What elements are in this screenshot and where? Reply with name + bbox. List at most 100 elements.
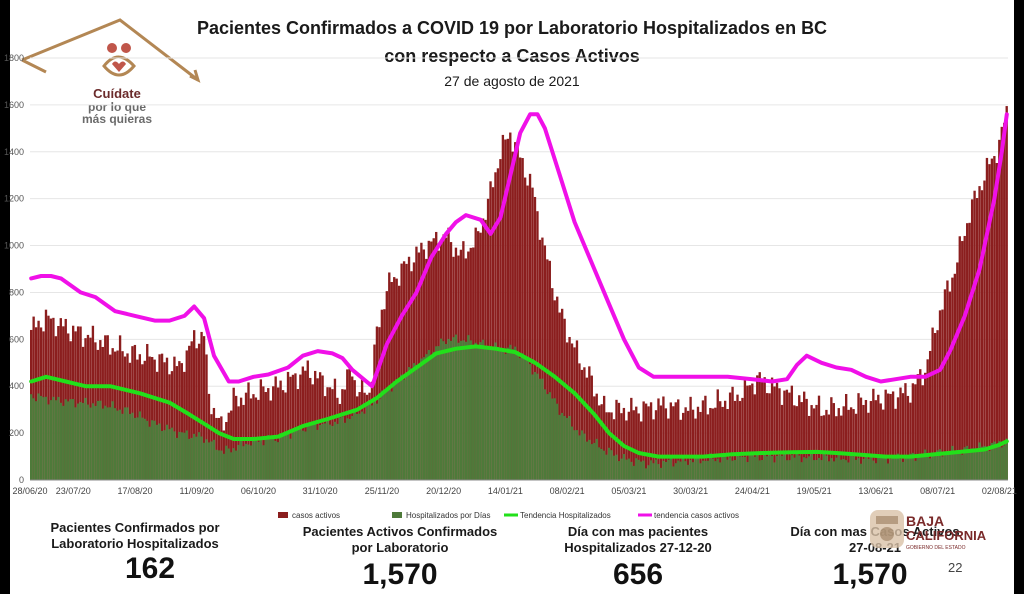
x-tick-label: 25/11/20 bbox=[365, 486, 399, 496]
bar-hospitalizados bbox=[286, 432, 290, 480]
bar-casos-activos bbox=[961, 241, 964, 480]
y-tick-label: 1800 bbox=[4, 53, 24, 63]
cuidate-logo: Cuídate por lo que más quieras bbox=[21, 18, 201, 126]
bar-hospitalizados bbox=[765, 456, 769, 480]
chart-subtitle: con respecto a Casos Activos bbox=[384, 46, 640, 66]
bar-hospitalizados bbox=[331, 425, 334, 480]
y-tick-label: 200 bbox=[9, 428, 24, 438]
bar-hospitalizados bbox=[311, 422, 314, 480]
bar-casos-activos bbox=[684, 407, 687, 480]
bar-hospitalizados bbox=[810, 452, 813, 480]
bar-casos-activos bbox=[926, 359, 929, 480]
bar-casos-activos bbox=[610, 412, 613, 480]
legend-label: tendencia casos activos bbox=[654, 511, 739, 520]
bar-casos-activos bbox=[704, 395, 707, 480]
bar-hospitalizados bbox=[34, 401, 38, 480]
bar-casos-activos bbox=[743, 377, 747, 480]
bar-hospitalizados bbox=[316, 429, 319, 480]
bar-hospitalizados bbox=[195, 436, 198, 480]
bar-casos-activos bbox=[612, 419, 616, 480]
bar-hospitalizados bbox=[155, 424, 159, 480]
legend-swatch bbox=[392, 512, 402, 518]
bar-casos-activos bbox=[805, 398, 808, 480]
bar-hospitalizados bbox=[748, 454, 752, 480]
bar-hospitalizados bbox=[190, 437, 193, 480]
bar-hospitalizados bbox=[635, 458, 638, 480]
bar-hospitalizados bbox=[136, 417, 139, 480]
bar-casos-activos bbox=[773, 386, 776, 480]
bar-casos-activos bbox=[151, 356, 154, 480]
stat-label-activos: Pacientes Activos Confirmados por Labora… bbox=[302, 524, 498, 555]
bar-hospitalizados bbox=[252, 436, 255, 480]
bar-hospitalizados bbox=[314, 422, 317, 480]
bar-hospitalizados bbox=[84, 397, 87, 480]
bar-casos-activos bbox=[519, 157, 522, 481]
bar-hospitalizados bbox=[200, 436, 203, 480]
bar-hospitalizados bbox=[815, 459, 818, 480]
logo-right-line2: CALIFORNIA bbox=[906, 528, 987, 543]
bar-casos-activos bbox=[714, 407, 717, 480]
x-tick-label: 19/05/21 bbox=[797, 486, 832, 496]
bar-hospitalizados bbox=[941, 456, 944, 480]
x-tick-label: 17/08/20 bbox=[117, 486, 152, 496]
line-tendencia-hospitalizados bbox=[29, 344, 1009, 459]
bar-hospitalizados bbox=[840, 459, 843, 480]
x-axis-ticks: 28/06/20 23/07/20 17/08/20 11/09/20 06/10/20… bbox=[12, 479, 1017, 496]
bar-hospitalizados bbox=[242, 446, 245, 480]
bar-casos-activos bbox=[259, 379, 263, 480]
legend: casos activos Hospitalizados por Días Tend… bbox=[278, 511, 739, 520]
bar-hospitalizados bbox=[52, 396, 55, 480]
y-tick-label: 1600 bbox=[4, 100, 24, 110]
bar-hospitalizados bbox=[210, 441, 213, 480]
x-tick-label: 14/01/21 bbox=[488, 486, 523, 496]
bar-hospitalizados bbox=[42, 397, 45, 480]
bar-casos-activos bbox=[689, 396, 692, 480]
stat-value-max-activos: 1,570 bbox=[832, 558, 908, 591]
bar-casos-activos bbox=[756, 375, 759, 480]
bar-hospitalizados bbox=[709, 453, 712, 480]
bar-hospitalizados bbox=[457, 342, 460, 480]
bar-casos-activos bbox=[835, 416, 838, 480]
bar-hospitalizados bbox=[598, 447, 601, 480]
bar-hospitalizados bbox=[743, 456, 747, 480]
bar-hospitalizados bbox=[738, 456, 742, 480]
bar-hospitalizados bbox=[723, 453, 727, 480]
bar-hospitalizados bbox=[239, 440, 243, 480]
bar-hospitalizados bbox=[914, 460, 917, 480]
bar-hospitalizados bbox=[464, 341, 468, 480]
bar-casos-activos bbox=[575, 340, 579, 480]
bar-hospitalizados bbox=[489, 348, 492, 480]
bar-casos-activos bbox=[901, 393, 905, 480]
bar-casos-activos bbox=[185, 350, 188, 480]
bar-casos-activos bbox=[716, 389, 719, 480]
bar-casos-activos bbox=[578, 363, 581, 480]
bar-casos-activos bbox=[854, 413, 858, 480]
bar-casos-activos bbox=[980, 190, 984, 480]
bar-hospitalizados bbox=[721, 455, 724, 480]
bar-casos-activos bbox=[649, 402, 653, 480]
bar-casos-activos bbox=[506, 138, 509, 480]
bar-hospitalizados bbox=[928, 458, 932, 480]
bar-casos-activos bbox=[523, 177, 527, 481]
bar-hospitalizados bbox=[849, 454, 853, 480]
bar-casos-activos bbox=[849, 407, 853, 480]
bar-hospitalizados bbox=[936, 450, 939, 480]
bar-hospitalizados bbox=[173, 431, 176, 480]
bar-hospitalizados bbox=[289, 438, 292, 480]
bar-hospitalizados bbox=[160, 430, 164, 480]
bar-casos-activos bbox=[679, 419, 682, 480]
bar-hospitalizados bbox=[686, 464, 690, 480]
bar-hospitalizados bbox=[956, 452, 959, 480]
bar-hospitalizados bbox=[783, 452, 786, 480]
bar-casos-activos bbox=[840, 415, 843, 480]
bar-hospitalizados bbox=[795, 452, 798, 480]
bar-hospitalizados bbox=[356, 413, 359, 480]
bar-casos-activos bbox=[237, 406, 240, 480]
bar-hospitalizados bbox=[689, 459, 692, 480]
bar-casos-activos bbox=[978, 186, 981, 481]
bar-hospitalizados bbox=[832, 461, 835, 480]
bar-casos-activos bbox=[598, 405, 601, 480]
bar-hospitalizados bbox=[788, 460, 791, 480]
bar-hospitalizados bbox=[998, 441, 1001, 480]
bar-hospitalizados bbox=[304, 431, 307, 480]
